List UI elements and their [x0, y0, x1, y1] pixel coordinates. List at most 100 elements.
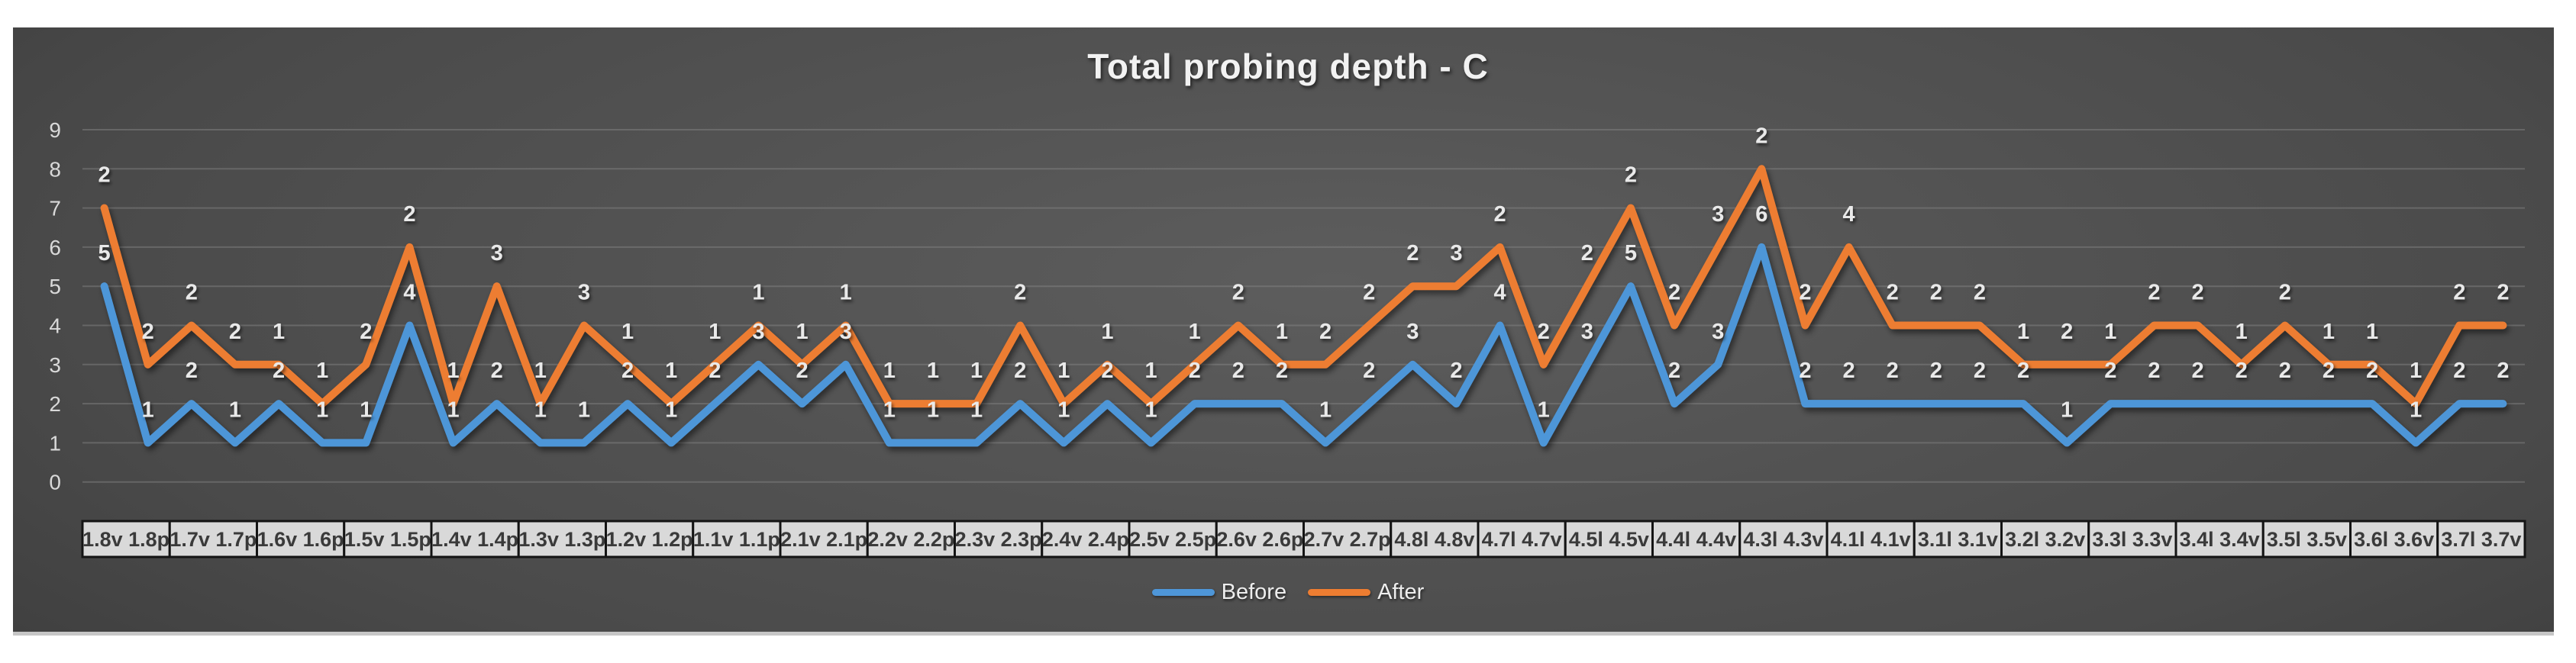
data-label-before: 2	[1974, 359, 1986, 383]
data-label-before: 1	[1538, 397, 1550, 422]
x-category-cell	[1477, 520, 1567, 558]
x-category-label: 2.4v 2.4p	[1042, 528, 1129, 551]
x-category-label: 4.8l 4.8v	[1394, 528, 1474, 551]
y-axis: 0 1 2 3 4 5 6 7 8 9	[49, 118, 61, 494]
data-label-before: 3	[752, 320, 764, 344]
x-category-label: 2.2v 2.2p	[867, 528, 954, 551]
data-label-before: 1	[970, 397, 983, 422]
data-label-after: 1	[2323, 320, 2335, 344]
gridlines	[82, 129, 2525, 483]
data-label-after: 1	[2410, 359, 2422, 383]
data-label-before: 2	[2235, 359, 2248, 383]
data-label-before: 5	[98, 241, 110, 266]
x-category-cell	[343, 520, 433, 558]
data-labels-before: 5 1 2 1 2 1 1 4 1 2 1 1 2 1 2 3 2 3 1 1 1 2 1 2 1 2 2 2 1 2 3 2 4 1 3 5 2 3 6 2…	[98, 202, 2509, 423]
x-category-label: 2.6v 2.6p	[1216, 528, 1303, 551]
legend-label-after: After	[1377, 580, 1425, 604]
data-label-after: 2	[186, 281, 198, 305]
data-label-after: 2	[142, 320, 154, 344]
y-tick-label: 7	[49, 197, 61, 220]
data-label-before: 1	[1144, 397, 1157, 422]
data-label-after: 1	[2104, 320, 2116, 344]
x-category-cell	[430, 520, 520, 558]
data-label-before: 4	[403, 281, 415, 305]
data-label-before: 1	[534, 397, 547, 422]
x-category-label: 3.2l 3.2v	[2005, 528, 2085, 551]
x-category-cell	[866, 520, 956, 558]
data-label-after: 2	[1625, 163, 1637, 188]
y-tick-label: 8	[49, 157, 61, 181]
x-category-cell	[168, 520, 258, 558]
data-label-before: 2	[1276, 359, 1288, 383]
data-label-after: 1	[2366, 320, 2378, 344]
x-category-label: 1.5v 1.5p	[344, 528, 431, 551]
y-tick-label: 9	[49, 118, 61, 142]
x-category-cell	[1041, 520, 1131, 558]
series-path-before	[100, 243, 2507, 447]
y-tick-label: 3	[49, 353, 61, 377]
y-tick-label: 5	[49, 275, 61, 298]
y-tick-label: 1	[49, 431, 61, 455]
data-label-after: 2	[2148, 281, 2160, 305]
data-label-after: 2	[2279, 281, 2291, 305]
data-label-before: 2	[1101, 359, 1113, 383]
data-label-after: 2	[1930, 281, 1942, 305]
x-category-label: 1.1v 1.1p	[693, 528, 780, 551]
data-label-before: 1	[1057, 397, 1070, 422]
data-label-before: 2	[1668, 359, 1680, 383]
x-category-cell	[2261, 520, 2352, 558]
legend-item-after: After	[1308, 580, 1424, 605]
data-label-before: 2	[1842, 359, 1855, 383]
data-label-before: 5	[1625, 241, 1637, 266]
x-category-label: 1.6v 1.6p	[257, 528, 344, 551]
x-category-label: 3.3l 3.3v	[2092, 528, 2172, 551]
data-label-before: 2	[2104, 359, 2116, 383]
data-label-before: 2	[2191, 359, 2203, 383]
data-label-before: 6	[1755, 202, 1767, 227]
data-label-after: 3	[1450, 241, 1462, 266]
x-category-cell	[1303, 520, 1393, 558]
data-label-before: 2	[2279, 359, 2291, 383]
data-label-after: 1	[796, 320, 808, 344]
x-category-cell	[517, 520, 607, 558]
data-label-after: 2	[1014, 281, 1026, 305]
data-label-after: 2	[2453, 281, 2465, 305]
data-label-before: 1	[316, 397, 328, 422]
data-label-before: 3	[1406, 320, 1419, 344]
data-labels-after: 2 2 2 2 1 1 2 2 1 3 1 3 1 1 1 1 1 1 1 1 1 2 1 1 1 1 2 1 2 2 2 3 2 2 2 2 2 3 2 2…	[98, 124, 2509, 383]
data-label-after: 1	[1189, 320, 1201, 344]
x-category-label: 1.3v 1.3p	[518, 528, 605, 551]
legend-item-before: Before	[1151, 580, 1286, 605]
data-label-after: 2	[1319, 320, 1332, 344]
data-label-after: 3	[578, 281, 590, 305]
data-label-after: 2	[1799, 281, 1811, 305]
x-category-label: 4.4l 4.4v	[1656, 528, 1736, 551]
data-label-after: 2	[1232, 281, 1244, 305]
data-label-after: 2	[98, 163, 110, 188]
data-label-after: 2	[1887, 281, 1899, 305]
data-label-after: 1	[447, 359, 459, 383]
data-label-after: 1	[534, 359, 547, 383]
data-label-before: 1	[447, 397, 459, 422]
x-category-label: 3.7l 3.7v	[2441, 528, 2521, 551]
data-label-before: 2	[1799, 359, 1811, 383]
x-category-label: 2.1v 2.1p	[780, 528, 867, 551]
data-label-after: 4	[1842, 202, 1855, 227]
data-label-before: 2	[709, 359, 721, 383]
data-label-after: 2	[2061, 320, 2073, 344]
x-category-label: 1.2v 1.2p	[606, 528, 693, 551]
data-label-after: 2	[1581, 241, 1593, 266]
x-category-label: 3.5l 3.5v	[2267, 528, 2347, 551]
x-category-label: 2.3v 2.3p	[955, 528, 1042, 551]
x-category-cell	[2174, 520, 2264, 558]
data-label-after: 2	[229, 320, 241, 344]
data-label-before: 2	[2148, 359, 2160, 383]
data-label-after: 1	[621, 320, 634, 344]
data-label-before: 4	[1493, 281, 1506, 305]
data-label-after: 1	[1057, 359, 1070, 383]
x-category-cell	[779, 520, 869, 558]
data-label-after: 1	[970, 359, 983, 383]
x-category-label: 3.4l 3.4v	[2180, 528, 2260, 551]
